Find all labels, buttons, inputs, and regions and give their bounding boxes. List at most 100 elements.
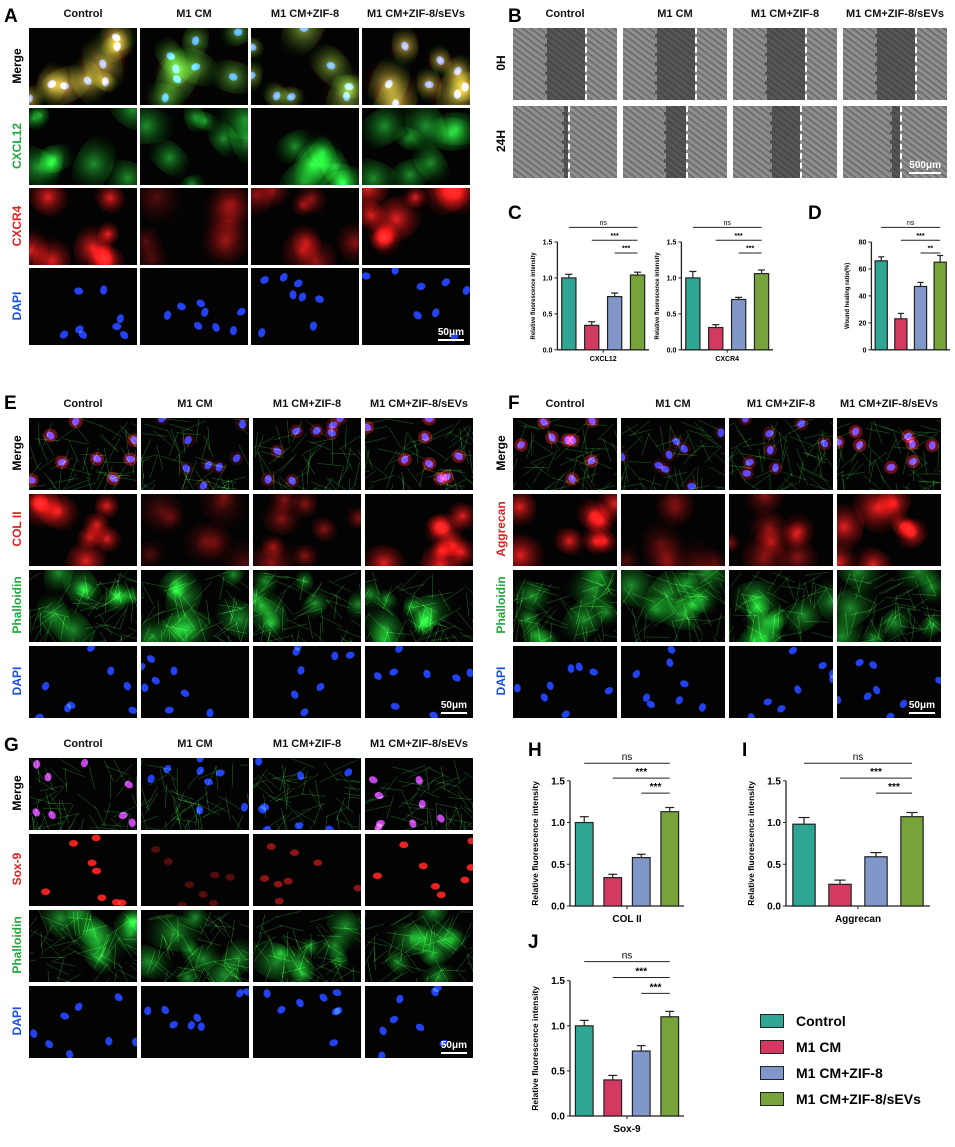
panel-label-F: F	[508, 393, 520, 414]
column-header: M1 CM+ZIF-8	[750, 8, 820, 20]
bar-m1-cm-zif-8-sevs	[660, 1016, 680, 1117]
micrograph	[251, 108, 359, 185]
micrograph	[729, 646, 833, 718]
micrograph-canvas	[365, 910, 473, 982]
micrograph-canvas	[621, 494, 725, 566]
scale-bar-label: 50μm	[440, 700, 467, 711]
micrograph-canvas	[29, 28, 137, 105]
micrograph-canvas	[513, 494, 617, 566]
column-header: Control	[63, 738, 103, 750]
micrograph-canvas	[141, 910, 249, 982]
micrograph-canvas	[29, 646, 137, 718]
y-axis-label: Wound healing ratio(%)	[845, 263, 851, 329]
bar-m1-cm-zif-8	[631, 1050, 651, 1117]
micrograph-canvas	[253, 494, 361, 566]
bar-control	[792, 823, 816, 907]
y-tick-label: 0	[862, 347, 866, 354]
significance-label: ***	[635, 967, 647, 978]
micrograph-canvas	[621, 570, 725, 642]
y-tick-label: 1.0	[543, 275, 553, 282]
micrograph	[621, 494, 725, 566]
column-header: M1 CM+ZIF-8	[272, 398, 342, 410]
legend-swatch	[760, 1014, 784, 1028]
micrograph	[621, 570, 725, 642]
column-header: M1 CM	[655, 398, 691, 410]
micrograph-canvas	[837, 570, 941, 642]
micrograph	[141, 986, 249, 1058]
x-axis-label: Aggrecan	[835, 914, 881, 925]
micrograph-canvas	[365, 646, 473, 718]
micrograph	[253, 986, 361, 1058]
legend-label: M1 CM+ZIF-8	[796, 1065, 883, 1081]
micrograph-canvas	[251, 28, 359, 105]
micrograph	[253, 570, 361, 642]
micrograph	[362, 188, 470, 265]
bar-m1-cm-zif-8	[913, 285, 928, 351]
bar-control	[574, 1025, 594, 1117]
row-label: Sox-9	[10, 852, 24, 886]
bar-m1-cm	[828, 883, 852, 907]
column-header: M1 CM+ZIF-8/sEVs	[839, 398, 939, 410]
micrograph	[29, 646, 137, 718]
micrograph	[513, 570, 617, 642]
micrograph-canvas	[29, 108, 137, 185]
row-label: Merge	[494, 435, 508, 471]
panel-label-E: E	[4, 393, 17, 414]
micrograph-canvas	[362, 268, 470, 345]
bar-m1-cm	[894, 318, 908, 351]
y-tick-label: 0.5	[551, 1066, 565, 1077]
column-header: M1 CM	[657, 8, 693, 20]
micrograph	[253, 494, 361, 566]
panel-label-B: B	[508, 6, 522, 27]
micrograph-canvas	[729, 418, 833, 490]
column-header: M1 CM+ZIF-8/sEVs	[845, 8, 945, 20]
micrograph	[140, 268, 248, 345]
significance-label: ns	[853, 752, 864, 763]
micrograph-canvas	[837, 494, 941, 566]
micrograph	[729, 418, 833, 490]
row-label: Aggrecan	[494, 501, 508, 557]
row-label: CXCR4	[10, 205, 24, 246]
micrograph-canvas	[365, 418, 473, 490]
micrograph	[141, 834, 249, 906]
micrograph	[141, 494, 249, 566]
micrograph-canvas	[362, 188, 470, 265]
bar-chart-C2: 0.0 0.5 1.0 1.5 ns ****** CXCR4 Relative fluore…	[655, 220, 773, 363]
row-label: Phalloidin	[10, 916, 24, 974]
micrograph-canvas	[140, 268, 248, 345]
micrograph-canvas	[837, 646, 941, 718]
micrograph-canvas	[365, 570, 473, 642]
micrograph-canvas	[141, 418, 249, 490]
legend-swatch	[760, 1040, 784, 1054]
micrograph	[621, 418, 725, 490]
legend-swatch	[760, 1092, 784, 1106]
column-header: M1 CM+ZIF-8	[746, 398, 816, 410]
x-axis-label: CXCR4	[715, 356, 739, 363]
micrograph-canvas	[729, 570, 833, 642]
micrograph-canvas	[29, 758, 137, 830]
significance-label: ***	[650, 782, 662, 793]
bar-m1-cm-zif-8-sevs	[900, 816, 924, 907]
significance-label: **	[928, 246, 934, 253]
micrograph-canvas	[140, 108, 248, 185]
micrograph-canvas	[141, 758, 249, 830]
y-tick-label: 1.5	[767, 776, 781, 787]
micrograph-canvas	[251, 268, 359, 345]
micrograph-canvas	[29, 188, 137, 265]
micrograph	[513, 106, 617, 178]
micrograph-canvas	[141, 834, 249, 906]
micrograph	[365, 910, 473, 982]
micrograph	[837, 418, 941, 490]
micrograph-canvas	[253, 986, 361, 1058]
y-tick-label: 20	[859, 320, 867, 327]
wound-gap	[770, 106, 800, 178]
y-tick-label: 0.0	[551, 1112, 565, 1123]
column-header: M1 CM	[177, 738, 213, 750]
bar-m1-cm	[708, 326, 724, 351]
column-header: M1 CM+ZIF-8	[272, 738, 342, 750]
micrograph-canvas	[29, 910, 137, 982]
significance-label: ***	[888, 782, 900, 793]
row-label: Phalloidin	[494, 576, 508, 634]
significance-label: ns	[599, 220, 607, 227]
